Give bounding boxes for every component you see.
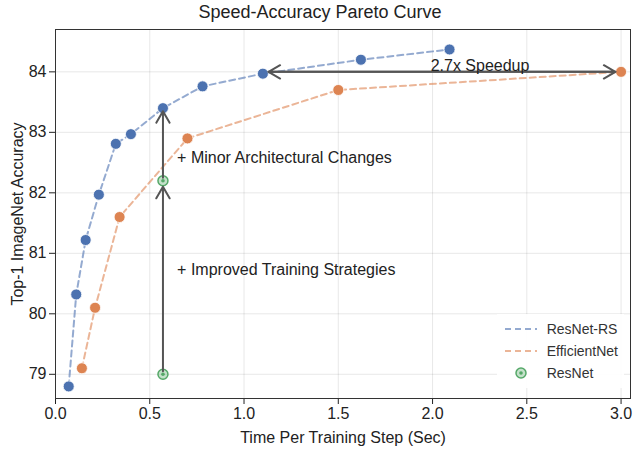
svg-text:1.5: 1.5 bbox=[327, 405, 349, 422]
svg-text:79: 79 bbox=[29, 365, 47, 382]
svg-text:0.5: 0.5 bbox=[139, 405, 161, 422]
html-text:ResNet: ResNet bbox=[546, 365, 594, 381]
svg-text:+ Improved Training Strategies: + Improved Training Strategies bbox=[177, 261, 395, 278]
html-text:ResNet-RS: ResNet-RS bbox=[546, 321, 618, 337]
svg-text:83: 83 bbox=[29, 123, 47, 140]
svg-text:84: 84 bbox=[29, 63, 47, 80]
svg-text:+ Minor Architectural Changes: + Minor Architectural Changes bbox=[177, 149, 392, 166]
svg-text:80: 80 bbox=[29, 305, 47, 322]
svg-text:2.7x Speedup: 2.7x Speedup bbox=[431, 57, 530, 74]
svg-text:1.0: 1.0 bbox=[233, 405, 255, 422]
svg-text:Time Per Training Step (Sec): Time Per Training Step (Sec) bbox=[240, 429, 446, 446]
svg-text:82: 82 bbox=[29, 184, 47, 201]
svg-text:Top-1 ImageNet Accuracy: Top-1 ImageNet Accuracy bbox=[9, 122, 26, 305]
html-text:EfficientNet: EfficientNet bbox=[546, 343, 618, 359]
svg-text:2.0: 2.0 bbox=[421, 405, 443, 422]
html-text:Speed-Accuracy Pareto Curve: Speed-Accuracy Pareto Curve bbox=[198, 2, 442, 22]
svg-text:0.0: 0.0 bbox=[44, 405, 66, 422]
svg-text:2.5: 2.5 bbox=[516, 405, 538, 422]
svg-text:3.0: 3.0 bbox=[610, 405, 632, 422]
svg-text:81: 81 bbox=[29, 244, 47, 261]
